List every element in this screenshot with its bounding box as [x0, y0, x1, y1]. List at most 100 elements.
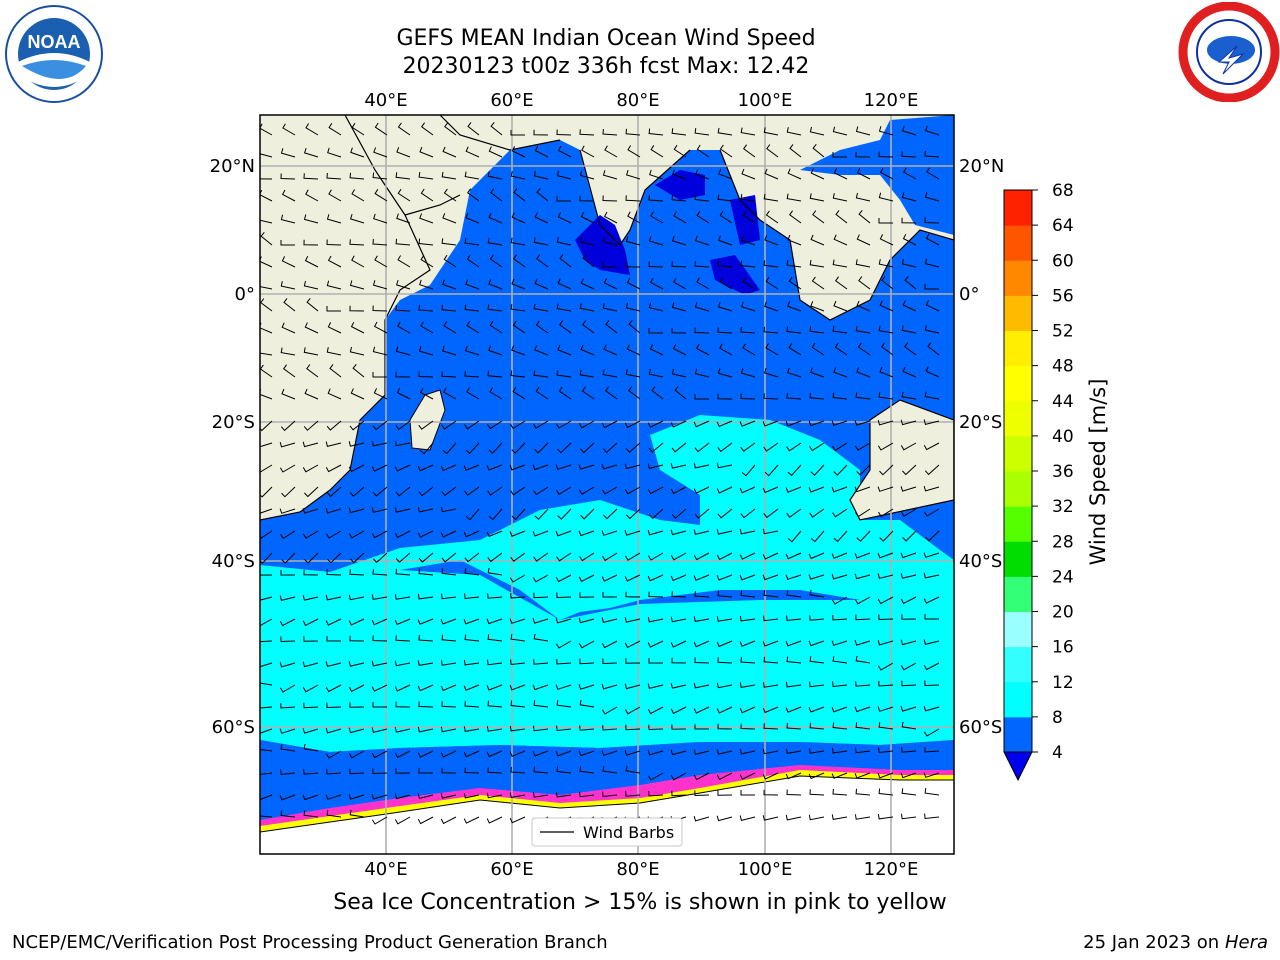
wind-barb: [601, 486, 618, 495]
wind-barb: [487, 237, 503, 246]
wind-barb: [420, 188, 434, 202]
wind-barb: [489, 320, 503, 334]
wind-barb: [532, 530, 549, 537]
wind-barb: [417, 750, 434, 758]
wind-barb: [532, 574, 549, 583]
wind-barb: [670, 552, 687, 561]
wind-barb: [810, 301, 825, 312]
wind-barb: [326, 280, 342, 290]
wind-barb: [671, 591, 687, 598]
wind-barb: [303, 173, 319, 180]
wind-barb: [739, 640, 756, 647]
wind-barb: [694, 442, 710, 453]
wind-barb: [834, 342, 848, 356]
wind-barb: [419, 213, 434, 224]
wind-barb: [717, 327, 733, 334]
wind-barb: [260, 772, 273, 775]
wind-barb: [510, 552, 526, 562]
wind-barb: [647, 772, 664, 781]
wind-barb: [556, 170, 572, 180]
wind-barb: [901, 258, 917, 268]
wind-barb: [625, 765, 641, 774]
wind-barb: [440, 793, 457, 799]
wind-barb: [578, 486, 595, 495]
wind-barb: [509, 816, 526, 824]
lon-tick-bottom: 60°E: [490, 859, 533, 880]
wind-barb: [303, 743, 319, 752]
wind-barb: [902, 530, 917, 542]
wind-barb: [808, 420, 825, 427]
wind-barb: [303, 214, 319, 224]
wind-barb: [741, 168, 756, 180]
wind-barb: [486, 530, 503, 538]
wind-barb: [557, 212, 572, 224]
wind-barb: [280, 148, 296, 158]
wind-barb: [924, 391, 940, 400]
wind-barb: [923, 662, 940, 671]
wind-barb: [696, 277, 710, 290]
wind-barb: [740, 393, 756, 400]
se-asia-coastline: [719, 149, 954, 321]
wind-barb: [260, 189, 273, 202]
colorbar-segment: [1004, 681, 1032, 718]
wind-barb: [671, 508, 687, 519]
wind-barb: [464, 767, 480, 774]
wind-barb: [441, 568, 457, 576]
wind-barb: [463, 816, 480, 824]
wind-barb: [716, 640, 733, 648]
chart-title: GEFS MEAN Indian Ocean Wind Speed: [396, 26, 816, 51]
wind-barb: [695, 169, 710, 180]
wind-barb: [350, 388, 365, 400]
wind-barb: [831, 706, 848, 713]
wind-barb: [808, 574, 825, 580]
wind-barb: [579, 195, 595, 202]
wind-barb: [832, 259, 848, 268]
wind-barb: [740, 194, 756, 202]
wind-barb: [808, 640, 825, 647]
wind-barb: [601, 750, 618, 756]
wind-barb: [647, 683, 664, 690]
wind-barb: [303, 239, 319, 246]
wind-barb: [556, 658, 572, 665]
wind-barb: [831, 486, 848, 493]
wind-barb: [280, 810, 296, 818]
wind-barb: [280, 769, 296, 776]
wind-barb: [879, 464, 894, 476]
wind-barb: [719, 343, 733, 356]
wind-barb: [510, 237, 526, 246]
wind-barb: [348, 794, 365, 800]
wind-barb: [605, 320, 618, 334]
wind-barb: [488, 442, 503, 454]
wind-barb: [602, 724, 618, 731]
wind-barb: [397, 321, 411, 334]
wind-barb: [418, 371, 434, 378]
wind-barb: [326, 214, 342, 224]
wind-barb: [532, 464, 549, 471]
wind-barb: [442, 442, 457, 455]
wind-barb: [578, 420, 595, 429]
wind-barb: [578, 640, 595, 649]
ocean-wind-8-12-belt: [260, 570, 954, 752]
wind-barb: [533, 237, 549, 246]
wind-barb: [579, 236, 595, 246]
wind-barb: [556, 370, 572, 378]
wind-barb: [602, 170, 618, 180]
wind-barb: [487, 420, 503, 430]
wind-barb: [260, 420, 273, 432]
wind-barb: [624, 486, 641, 495]
wind-barb: [856, 167, 871, 180]
wind-barb: [372, 305, 388, 312]
wind-barb: [418, 172, 434, 180]
wind-barb: [855, 325, 871, 334]
wind-barb: [533, 370, 549, 378]
wind-barb: [418, 420, 434, 430]
wind-barb: [260, 508, 273, 514]
wind-barb: [763, 442, 779, 452]
wind-barb: [509, 684, 526, 691]
wind-barb: [325, 750, 342, 759]
wind-barb: [693, 772, 710, 781]
wind-barb: [808, 772, 825, 780]
wind-barb: [465, 442, 480, 455]
wind-barb: [395, 371, 411, 378]
wind-barb: [442, 213, 457, 224]
